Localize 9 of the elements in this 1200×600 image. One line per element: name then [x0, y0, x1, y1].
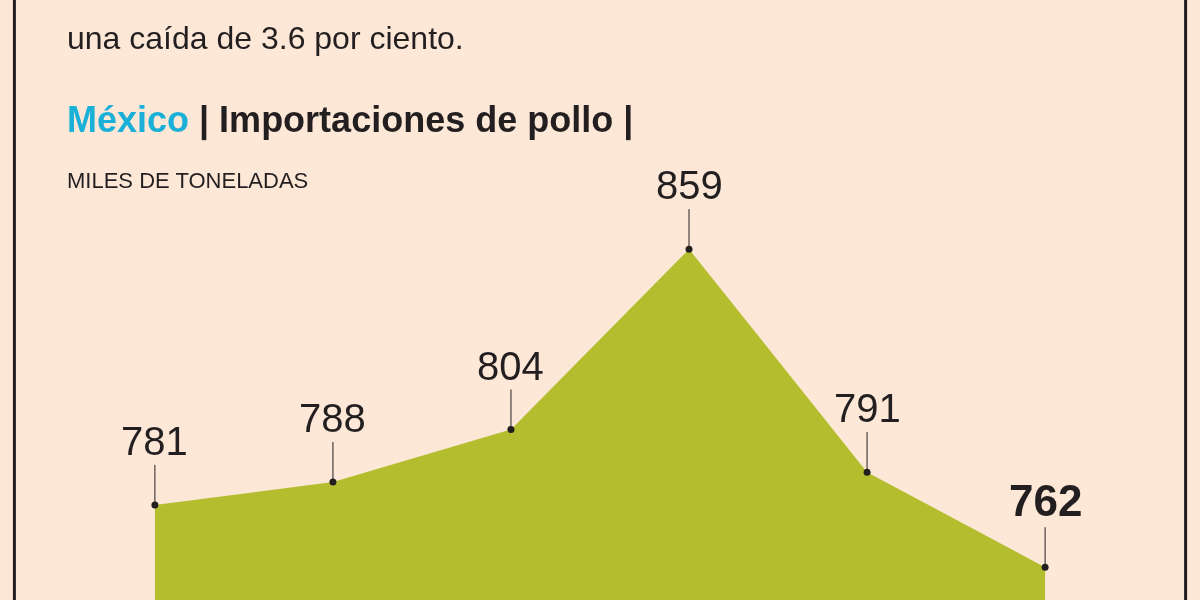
- annotation: una caída de 3.6 por ciento.: [67, 20, 464, 56]
- data-label: 791: [834, 386, 901, 430]
- data-label: 781: [121, 419, 188, 463]
- data-label: 762: [1009, 476, 1083, 525]
- data-label: 859: [656, 163, 723, 207]
- data-label: 804: [477, 344, 544, 388]
- text: MILES DE TONELADAS: [67, 168, 309, 193]
- text: México | Importaciones de pollo |: [67, 99, 634, 141]
- data-label: 788: [299, 396, 366, 440]
